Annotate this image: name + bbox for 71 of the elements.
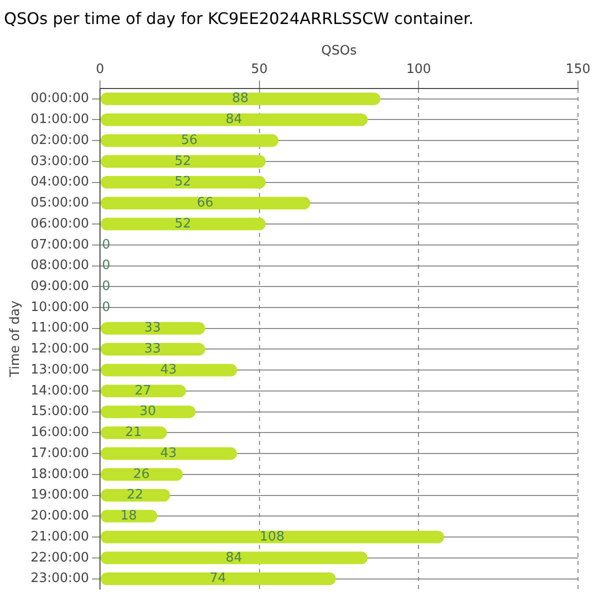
bar (100, 342, 206, 356)
y-tick-label: 11:00:00 (30, 320, 89, 336)
bar (100, 196, 310, 210)
x-tick-label: 0 (96, 62, 104, 77)
data-label: 84 (226, 550, 242, 566)
y-tick-label: 13:00:00 (30, 362, 89, 378)
y-tick-label: 12:00:00 (30, 342, 89, 357)
bar (100, 552, 368, 564)
data-label: 21 (125, 425, 142, 440)
y-tick-label: 14:00:00 (30, 383, 89, 398)
y-tick-label: 10:00:00 (30, 300, 89, 315)
y-tick-label: 00:00:00 (30, 91, 89, 106)
data-label: 74 (210, 571, 226, 586)
y-tick-label: 03:00:00 (30, 154, 89, 169)
bar (100, 447, 238, 460)
bar (100, 155, 266, 168)
y-tick-label: 21:00:00 (30, 529, 89, 544)
data-label: 27 (134, 383, 152, 398)
bar (100, 218, 266, 230)
y-tick-label: 17:00:00 (30, 446, 89, 461)
data-label: 33 (144, 342, 161, 357)
bar (100, 384, 186, 398)
bar (100, 406, 196, 418)
y-tick-label: 16:00:00 (30, 425, 89, 440)
data-label: 52 (174, 154, 192, 169)
data-label: 26 (133, 466, 150, 482)
y-tick-label: 05:00:00 (30, 196, 89, 211)
data-label: 43 (160, 362, 177, 378)
y-tick-label: 09:00:00 (30, 279, 89, 294)
x-tick-label: 150 (566, 62, 590, 77)
data-label: 52 (174, 216, 192, 232)
y-tick-label: 01:00:00 (30, 112, 89, 128)
bar (100, 92, 380, 106)
bar (100, 364, 238, 376)
bar (100, 113, 368, 126)
y-tick-label: 06:00:00 (30, 216, 89, 232)
bar (100, 530, 444, 544)
x-tick-label: 50 (251, 62, 268, 77)
data-label: 18 (120, 508, 137, 524)
y-axis-title: Time of day (8, 300, 24, 378)
bar (100, 134, 278, 147)
y-tick-label: 15:00:00 (30, 404, 89, 420)
y-tick-label: 02:00:00 (30, 132, 89, 148)
data-label: 52 (174, 174, 192, 190)
bar (100, 572, 336, 586)
data-label: 88 (232, 91, 248, 106)
bar (100, 176, 266, 189)
data-label: 56 (180, 132, 198, 148)
bar (100, 426, 167, 439)
data-label: 33 (144, 320, 161, 336)
data-label: 84 (226, 112, 242, 128)
data-label: 66 (196, 196, 214, 211)
data-label: 30 (140, 404, 156, 420)
y-tick-label: 18:00:00 (30, 466, 89, 482)
data-label: 43 (160, 446, 177, 461)
chart-title: QSOs per time of day for KC9EE2024ARRLSSCW container. (4, 8, 474, 28)
y-tick-label: 20:00:00 (30, 508, 89, 524)
data-label: 22 (126, 488, 144, 503)
y-tick-label: 23:00:00 (30, 571, 89, 586)
y-tick-label: 04:00:00 (30, 174, 89, 190)
y-tick-label: 08:00:00 (30, 258, 89, 274)
y-tick-label: 22:00:00 (30, 550, 89, 566)
bar (100, 489, 170, 502)
data-label: 108 (260, 529, 284, 544)
bar (100, 322, 206, 335)
x-tick-label: 100 (406, 62, 432, 77)
y-tick-label: 07:00:00 (30, 237, 89, 252)
bar (100, 510, 158, 522)
y-tick-label: 19:00:00 (30, 488, 89, 503)
x-axis-title: QSOs (321, 43, 357, 58)
bar (100, 468, 183, 481)
